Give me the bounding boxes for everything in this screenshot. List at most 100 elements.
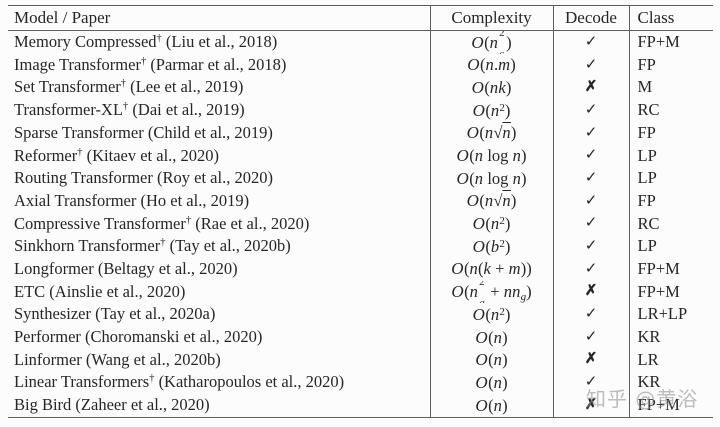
complexity-cell: O(n 2 c) xyxy=(429,30,553,54)
complexity-cell: O(n√n) xyxy=(429,189,553,213)
model-paper-cell: Sinkhorn Transformer† (Tay et al., 2020b… xyxy=(14,236,291,256)
complexity-cell: O(n2) xyxy=(429,99,553,122)
big-o-symbol: O xyxy=(456,146,470,166)
big-o-symbol: O xyxy=(475,350,489,370)
complexity-cell: O(b2) xyxy=(429,235,553,258)
class-cell: FP xyxy=(628,53,713,77)
table-row: Transformer-XL† (Dai et al., 2019) O(n2) ✓… xyxy=(8,99,713,122)
class-cell: LP xyxy=(628,235,713,258)
model-paper-cell: Memory Compressed† (Liu et al., 2018) xyxy=(14,32,278,52)
column-header-decode: Decode xyxy=(552,5,629,31)
model-paper-cell: Big Bird (Zaheer et al., 2020) xyxy=(14,395,210,415)
decode-check-mark: ✓ xyxy=(552,371,629,394)
column-header-class: Class xyxy=(628,5,713,31)
header-row: Model / Paper Complexity Decode Class xyxy=(8,5,713,31)
model-paper-cell: Linformer (Wang et al., 2020b) xyxy=(14,349,221,369)
model-paper-cell: Performer (Choromanski et al., 2020) xyxy=(14,327,263,347)
table-row: Linear Transformers† (Katharopoulos et a… xyxy=(8,371,713,394)
big-o-symbol: O xyxy=(475,395,489,415)
table-row: Image Transformer† (Parmar et al., 2018)… xyxy=(8,53,713,77)
model-paper-cell: Reformer† (Kitaev et al., 2020) xyxy=(14,145,220,165)
decode-check-mark: ✓ xyxy=(552,121,629,145)
decode-check-mark: ✓ xyxy=(552,144,629,168)
class-cell: RC xyxy=(628,99,713,122)
big-o-symbol: O xyxy=(471,32,485,52)
decode-check-mark: ✓ xyxy=(552,167,629,190)
dagger-symbol: † xyxy=(149,373,155,385)
class-cell: FP+M xyxy=(628,30,713,54)
table-row: Compressive Transformer† (Rae et al., 20… xyxy=(8,212,713,236)
class-cell: KR xyxy=(628,325,713,349)
dagger-symbol: † xyxy=(123,101,129,113)
table-row: Set Transformer† (Lee et al., 2019) O(nk)… xyxy=(8,76,713,100)
table-row: Synthesizer (Tay et al., 2020a) O(n2) ✓ LR+… xyxy=(8,303,713,326)
decode-check-mark: ✓ xyxy=(552,303,629,326)
class-cell: FP xyxy=(628,121,713,145)
column-header-complexity: Complexity xyxy=(429,5,553,31)
class-cell: KR xyxy=(628,371,713,394)
big-o-symbol: O xyxy=(466,191,480,211)
complexity-cell: O(n) xyxy=(429,325,553,349)
complexity-cell: O(n) xyxy=(429,394,553,418)
table-row: Axial Transformer (Ho et al., 2019) O(n√n… xyxy=(8,189,713,213)
table-row: Longformer (Beltagy et al., 2020) O(n(k +… xyxy=(8,257,713,281)
complexity-cell: O(n.m) xyxy=(429,53,553,77)
class-cell: FP xyxy=(628,189,713,213)
complexity-cell: O(n 2 g + nng) xyxy=(429,280,553,304)
class-cell: FP+M xyxy=(628,257,713,281)
class-cell: RC xyxy=(628,212,713,236)
big-o-symbol: O xyxy=(467,55,481,75)
class-cell: LR xyxy=(628,348,713,372)
big-o-symbol: O xyxy=(451,259,465,279)
big-o-symbol: O xyxy=(472,236,486,256)
class-cell: FP+M xyxy=(628,394,713,418)
complexity-cell: O(nk) xyxy=(429,76,553,100)
model-paper-cell: Axial Transformer (Ho et al., 2019) xyxy=(14,190,250,210)
efficient-transformers-table: Model / Paper Complexity Decode Class Memor… xyxy=(8,5,713,418)
model-paper-cell: Synthesizer (Tay et al., 2020a) xyxy=(14,304,216,324)
complexity-cell: O(n(k + m)) xyxy=(429,257,553,281)
decode-check-mark: ✓ xyxy=(552,235,629,258)
big-o-symbol: O xyxy=(451,282,465,302)
complexity-cell: O(n) xyxy=(429,371,553,394)
complexity-cell: O(n log n) xyxy=(429,144,553,168)
decode-no-mark: ✗ xyxy=(552,394,629,418)
decode-check-mark: ✓ xyxy=(552,325,629,349)
dagger-symbol: † xyxy=(156,33,162,45)
big-o-symbol: O xyxy=(472,304,486,324)
model-paper-cell: Longformer (Beltagy et al., 2020) xyxy=(14,258,238,278)
model-paper-cell: ETC (Ainslie et al., 2020) xyxy=(14,281,186,301)
decode-check-mark: ✓ xyxy=(552,53,629,77)
complexity-cell: O(n2) xyxy=(429,303,553,326)
model-paper-cell: Image Transformer† (Parmar et al., 2018) xyxy=(14,54,287,74)
complexity-cell: O(n2) xyxy=(429,212,553,236)
table-row: Routing Transformer (Roy et al., 2020) O(… xyxy=(8,167,713,190)
big-o-symbol: O xyxy=(472,100,486,120)
decode-check-mark: ✓ xyxy=(552,212,629,236)
model-paper-cell: Compressive Transformer† (Rae et al., 20… xyxy=(14,213,310,233)
decode-check-mark: ✓ xyxy=(552,30,629,54)
big-o-symbol: O xyxy=(466,123,480,143)
model-paper-cell: Sparse Transformer (Child et al., 2019) xyxy=(14,122,273,142)
dagger-symbol: † xyxy=(77,146,83,158)
model-paper-cell: Routing Transformer (Roy et al., 2020) xyxy=(14,168,273,188)
table-row: ETC (Ainslie et al., 2020) O(n 2 g + nng) ✗ F… xyxy=(8,280,713,304)
model-paper-cell: Transformer-XL† (Dai et al., 2019) xyxy=(14,100,245,120)
big-o-symbol: O xyxy=(475,327,489,347)
big-o-symbol: O xyxy=(475,372,489,392)
big-o-symbol: O xyxy=(472,214,486,234)
dagger-symbol: † xyxy=(185,214,192,226)
dagger-symbol: † xyxy=(140,55,147,67)
table-row: Sinkhorn Transformer† (Tay et al., 2020b… xyxy=(8,235,713,258)
table-row: Memory Compressed† (Liu et al., 2018) O(n… xyxy=(8,30,713,54)
big-o-symbol: O xyxy=(456,168,470,188)
decode-no-mark: ✗ xyxy=(552,348,629,372)
class-cell: LR+LP xyxy=(628,303,713,326)
table-row: Reformer† (Kitaev et al., 2020) O(n log n… xyxy=(8,144,713,168)
class-cell: FP+M xyxy=(628,280,713,304)
class-cell: LP xyxy=(628,167,713,190)
complexity-cell: O(n log n) xyxy=(429,167,553,190)
class-cell: M xyxy=(628,76,713,100)
class-cell: LP xyxy=(628,144,713,168)
